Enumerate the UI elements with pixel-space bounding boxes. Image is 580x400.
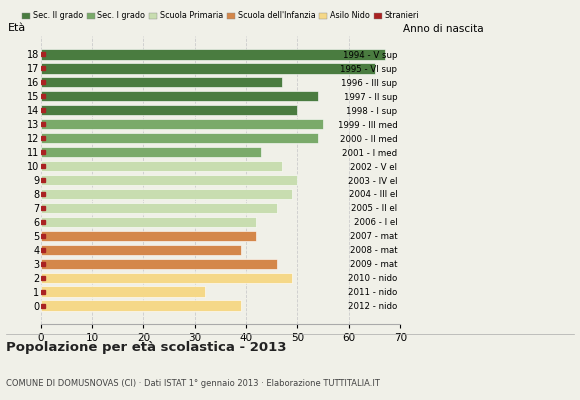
Bar bbox=[41, 119, 323, 129]
Bar bbox=[41, 300, 241, 311]
Bar bbox=[41, 49, 385, 60]
Bar bbox=[41, 217, 256, 227]
Bar bbox=[41, 189, 292, 199]
Bar bbox=[41, 77, 282, 88]
Bar bbox=[41, 161, 282, 171]
Bar bbox=[41, 286, 205, 297]
Bar bbox=[41, 203, 277, 213]
Text: COMUNE DI DOMUSNOVAS (CI) · Dati ISTAT 1° gennaio 2013 · Elaborazione TUTTITALIA: COMUNE DI DOMUSNOVAS (CI) · Dati ISTAT 1… bbox=[6, 379, 380, 388]
Text: Anno di nascita: Anno di nascita bbox=[403, 24, 484, 34]
Text: Età: Età bbox=[8, 23, 27, 33]
Bar bbox=[41, 105, 298, 116]
Legend: Sec. II grado, Sec. I grado, Scuola Primaria, Scuola dell'Infanzia, Asilo Nido, : Sec. II grado, Sec. I grado, Scuola Prim… bbox=[22, 12, 419, 20]
Bar bbox=[41, 63, 375, 74]
Bar bbox=[41, 231, 256, 241]
Bar bbox=[41, 175, 298, 185]
Bar bbox=[41, 258, 277, 269]
Bar bbox=[41, 91, 318, 102]
Bar bbox=[41, 147, 262, 157]
Bar bbox=[41, 272, 292, 283]
Text: Popolazione per età scolastica - 2013: Popolazione per età scolastica - 2013 bbox=[6, 341, 287, 354]
Bar bbox=[41, 133, 318, 143]
Bar bbox=[41, 244, 241, 255]
